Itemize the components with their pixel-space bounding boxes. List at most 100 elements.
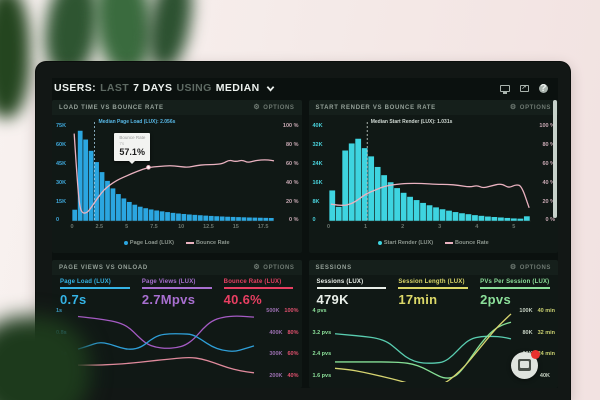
panel-load-time: LOAD TIME VS BOUNCE RATE ⚙ OPTIONS 75K 60… bbox=[52, 100, 302, 253]
bounce-rate-line bbox=[330, 182, 530, 209]
chart-legend: Page Load (LUX) Bounce Rate bbox=[52, 237, 302, 249]
legend-label: Start Render (LUX) bbox=[383, 240, 434, 246]
metric-label: PVs Per Session (LUX) bbox=[480, 279, 550, 285]
axis-tick: 4 pvs bbox=[312, 308, 327, 314]
axis-tick: 400K bbox=[269, 329, 283, 336]
start-render-vs-bounce-rate-svg bbox=[328, 122, 531, 222]
legend-item: Page Load (LUX) bbox=[123, 240, 174, 246]
legend-item: Bounce Rate bbox=[445, 240, 489, 246]
metric: Page Load (LUX) 0.7s bbox=[60, 279, 130, 307]
axis-tick: 0 % bbox=[545, 217, 555, 224]
laptop-screen: USERS: LAST 7 DAYS USING MEDIAN ? bbox=[36, 62, 570, 400]
x-axis-tick: 5 bbox=[125, 224, 129, 230]
axis-tick: 32K bbox=[312, 141, 323, 148]
axis-tick: 24K bbox=[312, 160, 323, 167]
axis-tick: 40K bbox=[539, 372, 550, 379]
chat-bubble-button[interactable] bbox=[511, 350, 540, 379]
options-button[interactable]: ⚙ OPTIONS bbox=[253, 104, 295, 111]
legend-dot bbox=[123, 241, 128, 245]
axis-tick: 40% bbox=[287, 372, 299, 379]
series-session-length-lux- bbox=[334, 313, 511, 382]
series-page-load-lux- bbox=[77, 333, 255, 352]
page-views-vs-onload-svg bbox=[77, 315, 255, 374]
monitor-icon[interactable] bbox=[500, 84, 514, 92]
axis-tick: 1s bbox=[56, 308, 63, 314]
panel-grid: LOAD TIME VS BOUNCE RATE ⚙ OPTIONS 75K 60… bbox=[52, 100, 558, 388]
y-axis-left: 4 pvs 3.2 pvs 2.4 pvs 1.6 pvs bbox=[312, 308, 332, 379]
page-views-chart: 1s0.8s0.6s0.4s500K100%400K80%300K60%200K… bbox=[52, 307, 302, 382]
x-axis-tick: 17.5 bbox=[257, 224, 269, 230]
gear-icon: ⚙ bbox=[253, 104, 261, 111]
range-word-last: LAST bbox=[100, 82, 130, 94]
x-axis-tick: 10 bbox=[178, 224, 185, 230]
axis-tick: 100% bbox=[284, 308, 299, 314]
axis-tick: 60 % bbox=[542, 160, 555, 167]
help-icon[interactable]: ? bbox=[539, 82, 552, 93]
axis-tick: 45K bbox=[56, 160, 67, 167]
notification-badge bbox=[531, 350, 540, 359]
y-axis-right: 500K 100% 400K 80% 300K 60% 200K 40% bbox=[266, 308, 299, 379]
share-icon[interactable] bbox=[520, 84, 533, 92]
load-time-chart: 75K 60K 45K 30K 15K 0 100 % 80 % 60 % 40 % 20 % 0 %… bbox=[52, 115, 302, 237]
x-axis-tick: 1 bbox=[364, 224, 368, 230]
axis-tick: 200K bbox=[269, 372, 283, 379]
axis-tick: 8K bbox=[312, 198, 320, 205]
axis-tick: 32 min bbox=[537, 329, 555, 336]
metric: Page Views (LUX) 2.7Mpvs bbox=[141, 279, 212, 307]
metric-row: Sessions (LUX) 479K Session Length (LUX) 17… bbox=[309, 275, 559, 307]
axis-tick-pair: 40K bbox=[539, 372, 555, 380]
y-axis-left: 75K 60K 45K 30K 15K 0 bbox=[56, 123, 67, 224]
legend-line bbox=[445, 242, 454, 244]
y-axis-left: 40K 32K 24K 16K 8K 0 bbox=[312, 123, 323, 224]
median-annotation: Median Page Load (LUX): 2.056s bbox=[98, 119, 176, 125]
axis-tick: 0 % bbox=[289, 217, 299, 224]
metric-value: 2pvs bbox=[480, 292, 511, 307]
x-axis-tick: 7.5 bbox=[150, 224, 158, 230]
options-button[interactable]: ⚙ OPTIONS bbox=[509, 104, 551, 111]
series-sessions-lux- bbox=[334, 321, 511, 379]
axis-tick: 80% bbox=[287, 329, 299, 336]
axis-tick: 60K bbox=[56, 141, 67, 148]
panel-sessions: SESSIONS ⚙ OPTIONS Sessions (LUX) 479K Ses… bbox=[308, 260, 559, 388]
panel-title: LOAD TIME VS BOUNCE RATE bbox=[59, 104, 164, 111]
metric-label: Page Load (LUX) bbox=[60, 279, 112, 285]
metric-value: 479K bbox=[316, 292, 349, 307]
axis-tick: 20 % bbox=[542, 198, 555, 205]
sessions-chart: 4 pvs 3.2 pvs 2.4 pvs 1.6 pvs 100K 40 min 80K 3… bbox=[309, 307, 559, 382]
median-dropdown[interactable]: MEDIAN bbox=[215, 82, 260, 94]
axis-tick: 20 % bbox=[285, 198, 299, 205]
histogram-bars bbox=[72, 130, 274, 221]
metric-value: 2.7Mpvs bbox=[141, 292, 196, 307]
users-label: USERS: bbox=[54, 82, 97, 94]
x-axis-tick: 0 bbox=[326, 224, 331, 230]
y-axis-right: 100 % 80 % 60 % 40 % 20 % 0 % bbox=[283, 123, 299, 224]
options-button[interactable]: ⚙ OPTIONS bbox=[253, 264, 295, 271]
header-actions: ? bbox=[500, 82, 552, 93]
axis-tick: 2.4 pvs bbox=[312, 351, 332, 357]
metric-row: Page Load (LUX) 0.7s Page Views (LUX) 2.7Mp… bbox=[52, 275, 302, 307]
range-word-using: USING bbox=[176, 82, 212, 94]
axis-tick: 80 % bbox=[285, 141, 299, 148]
axis-tick: 0 bbox=[312, 217, 316, 224]
dashboard: USERS: LAST 7 DAYS USING MEDIAN ? bbox=[52, 78, 558, 388]
axis-tick: 60% bbox=[287, 351, 299, 357]
axis-tick: 60 % bbox=[285, 160, 299, 167]
x-axis-tick: 5 bbox=[512, 224, 516, 230]
metric-label: Page Views (LUX) bbox=[141, 279, 196, 285]
legend-label: Page Load (LUX) bbox=[129, 240, 174, 246]
axis-tick: 1.6 pvs bbox=[312, 372, 332, 379]
axis-tick: 100K bbox=[519, 308, 533, 314]
axis-tick-pair: 500K 100% bbox=[266, 308, 299, 315]
panel-title: SESSIONS bbox=[315, 264, 352, 271]
scrollbar[interactable] bbox=[553, 100, 557, 218]
axis-tick: 80K bbox=[522, 329, 533, 336]
sessions-svg bbox=[334, 313, 511, 382]
metric: Session Length (LUX) 17min bbox=[398, 279, 469, 307]
start-render-chart: 40K 32K 24K 16K 8K 0 100 % 80 % 60 % 40 % 20 % 0 % 0… bbox=[309, 115, 559, 237]
chevron-down-icon[interactable] bbox=[266, 84, 275, 93]
histogram-bars bbox=[328, 138, 530, 221]
panel-title: START RENDER VS BOUNCE RATE bbox=[315, 104, 436, 111]
chart-legend: Start Render (LUX) Bounce Rate bbox=[309, 237, 559, 249]
options-button[interactable]: ⚙ OPTIONS bbox=[509, 264, 551, 271]
